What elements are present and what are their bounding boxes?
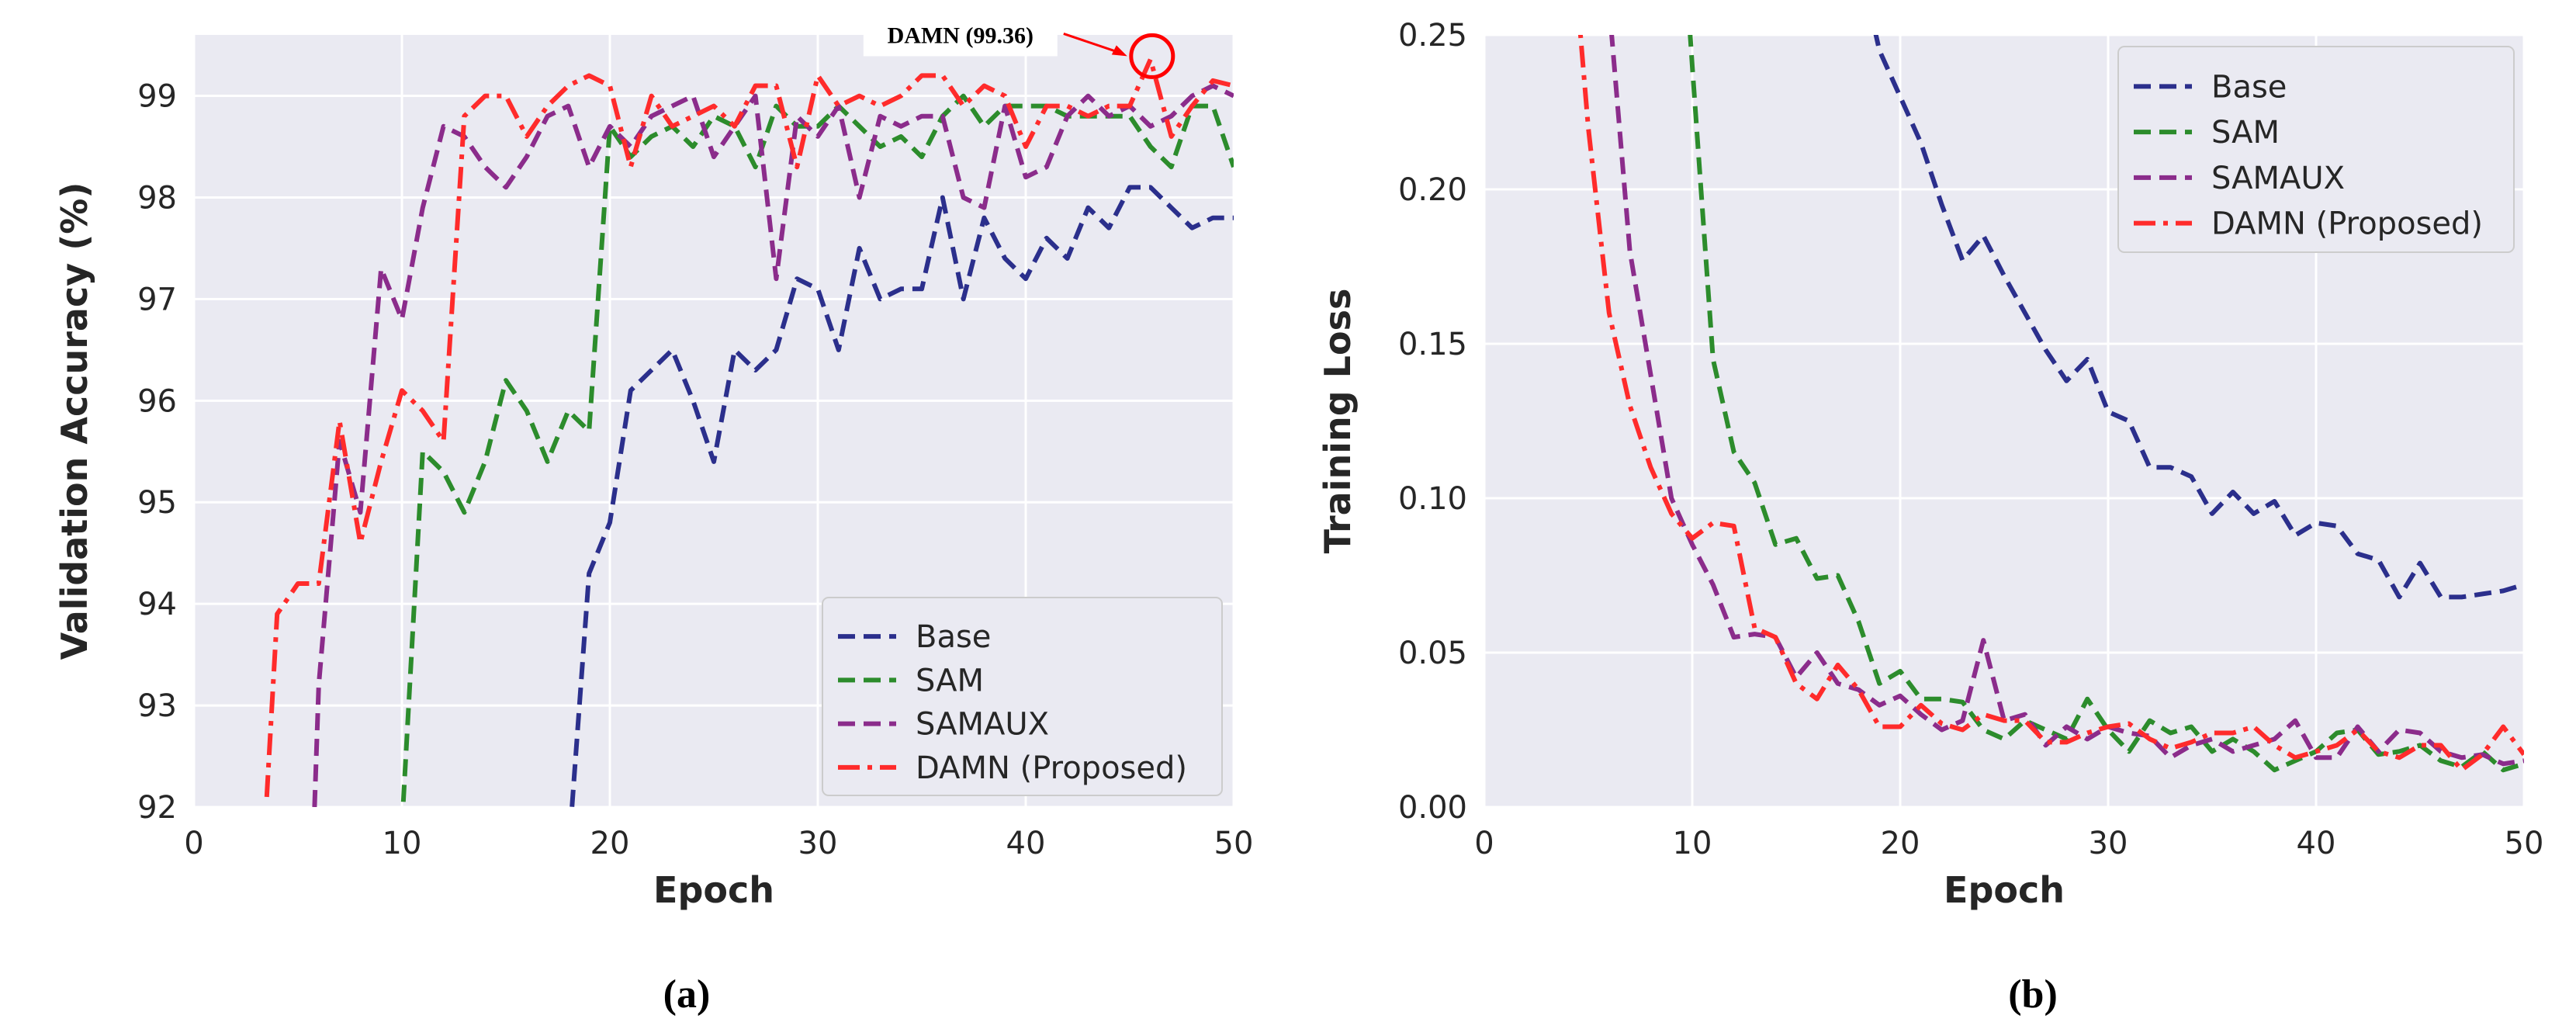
series-line-damn-proposed: [1577, 35, 2524, 773]
annotation-arrowhead: [1111, 45, 1127, 57]
legend-label-damn-proposed: DAMN (Proposed): [916, 750, 1187, 786]
legend-label-sam: SAM: [916, 663, 984, 698]
y-tick-label: 0.20: [1398, 172, 1467, 208]
legend-label-samaux: SAMAUX: [916, 707, 1049, 743]
x-tick-label: 0: [184, 826, 203, 861]
x-tick-label: 40: [2297, 826, 2336, 861]
annotation-a: DAMN (99.36): [863, 12, 1175, 79]
y-tick-label: 0.10: [1398, 481, 1467, 517]
y-tick-label: 94: [137, 587, 177, 622]
x-tick-label: 20: [590, 826, 630, 861]
caption-a: (a): [663, 972, 711, 1017]
y-axis-label: Validation Accuracy (%): [54, 182, 95, 660]
series-line-base: [1873, 35, 2524, 600]
x-tick-label: 0: [1474, 826, 1494, 861]
legend-label-sam: SAM: [2211, 115, 2280, 151]
y-tick-label: 96: [137, 383, 177, 419]
chart-b-training-loss: 0 10 20 30 40 50 0.00 0.05 0.10 0.15 0.20 0.25 Epoch…: [1317, 18, 2544, 911]
y-tick-label: 97: [137, 282, 177, 317]
y-tick-label: 0.15: [1398, 327, 1467, 362]
y-tick-label: 0.05: [1398, 636, 1467, 671]
series-line-sam: [1688, 35, 2524, 773]
x-tick-label: 50: [1214, 826, 1254, 861]
legend-label-samaux: SAMAUX: [2211, 161, 2345, 196]
legend-box: [2117, 46, 2515, 253]
x-tick-label: 10: [1673, 826, 1712, 861]
legend-box: [822, 597, 1223, 796]
legend-label-base: Base: [2211, 69, 2287, 105]
y-tick-label: 0.25: [1398, 18, 1467, 54]
annotation-label: DAMN (99.36): [888, 23, 1034, 48]
series-line-sam: [400, 93, 1234, 807]
annotation-label-bg: [863, 12, 1058, 57]
annotation-circle: [1129, 33, 1175, 79]
series-line-damn-proposed: [264, 57, 1234, 798]
caption-b: (b): [2008, 972, 2058, 1017]
x-tick-label: 50: [2505, 826, 2544, 861]
legend-a: Base SAM SAMAUX DAMN (Proposed): [822, 597, 1223, 796]
y-tick-label: 95: [137, 485, 177, 521]
series-line-base: [570, 185, 1234, 807]
y-tick-label: 92: [137, 790, 177, 826]
x-tick-label: 30: [2089, 826, 2128, 861]
x-axis-label: Epoch: [1944, 869, 2065, 911]
x-tick-label: 20: [1881, 826, 1920, 861]
annotation-arrow: [1063, 32, 1122, 54]
x-tick-label: 40: [1006, 826, 1046, 861]
x-tick-label: 10: [383, 826, 422, 861]
chart-a-validation-accuracy: 0 10 20 30 40 50 92 93 94 95 96 97 98 99 Epoch Validati…: [54, 12, 1253, 911]
legend-b: Base SAM SAMAUX DAMN (Proposed): [2117, 46, 2515, 253]
y-tick-label: 98: [137, 180, 177, 216]
y-tick-label: 93: [137, 688, 177, 724]
x-tick-label: 30: [798, 826, 838, 861]
y-tick-label: 99: [137, 79, 177, 115]
x-axis-label: Epoch: [653, 869, 774, 911]
series-lines-a: [264, 57, 1234, 807]
legend-label-base: Base: [916, 619, 991, 655]
series-lines-b: [1577, 35, 2524, 773]
y-axis-label: Training Loss: [1317, 289, 1359, 554]
series-line-samaux: [312, 83, 1234, 807]
y-tick-label: 0.00: [1398, 790, 1467, 826]
legend-label-damn-proposed: DAMN (Proposed): [2211, 206, 2483, 242]
